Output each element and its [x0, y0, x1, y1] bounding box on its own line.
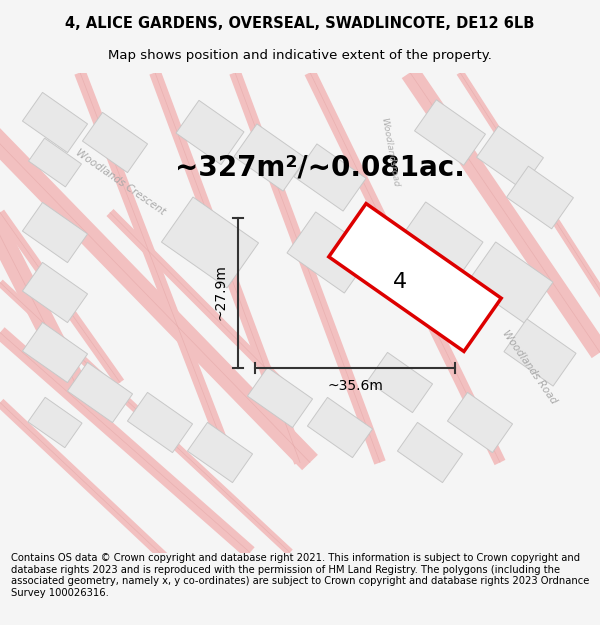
Polygon shape [127, 392, 193, 452]
Polygon shape [29, 138, 82, 187]
Polygon shape [0, 209, 124, 386]
Polygon shape [28, 398, 82, 448]
Text: ~327m²/~0.081ac.: ~327m²/~0.081ac. [175, 154, 465, 181]
Polygon shape [22, 262, 88, 322]
Text: Woodlandsroad: Woodlandsroad [379, 117, 401, 188]
Polygon shape [74, 71, 236, 464]
Polygon shape [106, 209, 284, 386]
Polygon shape [294, 144, 366, 211]
Text: ~35.6m: ~35.6m [327, 379, 383, 394]
Polygon shape [457, 71, 600, 354]
Polygon shape [22, 202, 88, 262]
Polygon shape [149, 71, 305, 464]
Polygon shape [397, 202, 483, 283]
Text: Contains OS data © Crown copyright and database right 2021. This information is : Contains OS data © Crown copyright and d… [11, 553, 589, 598]
Text: 4: 4 [393, 272, 407, 292]
Polygon shape [506, 166, 574, 229]
Polygon shape [305, 70, 505, 465]
Polygon shape [176, 101, 244, 164]
Polygon shape [22, 322, 88, 382]
Polygon shape [161, 197, 259, 288]
Text: Map shows position and indicative extent of the property.: Map shows position and indicative extent… [108, 49, 492, 62]
Polygon shape [0, 279, 293, 556]
Polygon shape [307, 398, 373, 458]
Polygon shape [367, 352, 433, 412]
Polygon shape [0, 85, 318, 470]
Polygon shape [67, 362, 133, 423]
Polygon shape [467, 242, 553, 323]
Polygon shape [329, 204, 501, 351]
Polygon shape [402, 67, 600, 358]
Polygon shape [476, 126, 544, 189]
Polygon shape [448, 392, 512, 452]
Polygon shape [397, 422, 463, 482]
Polygon shape [0, 132, 90, 398]
Polygon shape [229, 71, 386, 464]
Text: Woodlands Road: Woodlands Road [501, 329, 559, 406]
Polygon shape [187, 422, 253, 482]
Polygon shape [247, 368, 313, 428]
Polygon shape [0, 399, 173, 566]
Text: Woodlands Crescent: Woodlands Crescent [73, 148, 167, 218]
Polygon shape [287, 212, 373, 293]
Polygon shape [22, 92, 88, 152]
Polygon shape [0, 328, 254, 558]
Polygon shape [234, 124, 306, 191]
Text: ~27.9m: ~27.9m [214, 264, 228, 321]
Polygon shape [504, 319, 576, 386]
Polygon shape [82, 112, 148, 173]
Polygon shape [415, 100, 485, 165]
Text: 4, ALICE GARDENS, OVERSEAL, SWADLINCOTE, DE12 6LB: 4, ALICE GARDENS, OVERSEAL, SWADLINCOTE,… [65, 16, 535, 31]
